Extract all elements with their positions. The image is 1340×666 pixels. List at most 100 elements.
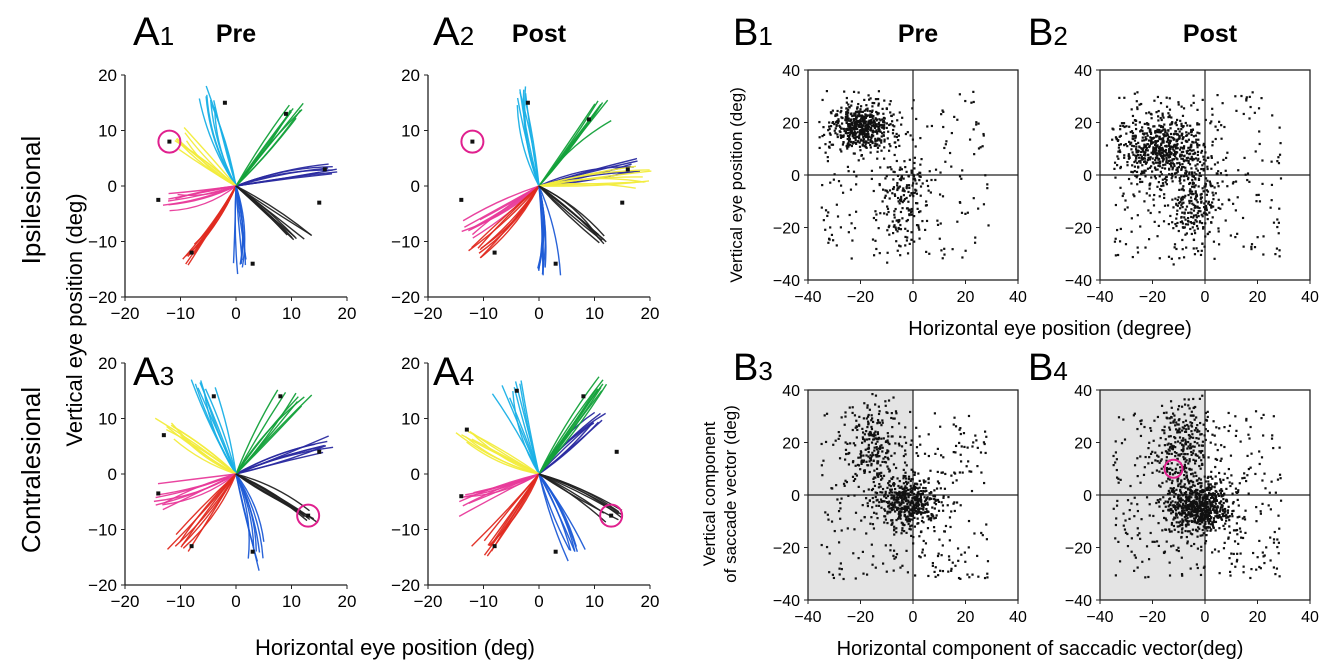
data-point bbox=[1161, 139, 1165, 142]
data-point bbox=[897, 139, 900, 142]
data-point bbox=[827, 211, 830, 214]
data-point bbox=[1157, 150, 1160, 153]
data-point bbox=[872, 433, 876, 436]
data-point bbox=[1136, 149, 1140, 152]
data-point bbox=[946, 504, 949, 507]
data-point bbox=[1166, 492, 1170, 496]
data-point bbox=[914, 574, 917, 577]
data-point bbox=[940, 501, 943, 504]
data-point bbox=[843, 90, 846, 93]
data-point bbox=[887, 210, 890, 214]
data-point bbox=[1197, 526, 1200, 529]
data-point bbox=[934, 503, 938, 506]
data-point bbox=[895, 132, 898, 136]
data-point bbox=[1135, 145, 1138, 148]
data-point bbox=[897, 484, 900, 488]
data-point bbox=[1122, 124, 1125, 128]
target-marker bbox=[189, 544, 194, 549]
data-point bbox=[875, 123, 878, 126]
data-point bbox=[1141, 149, 1144, 152]
data-point bbox=[934, 178, 937, 182]
data-point bbox=[845, 111, 848, 114]
data-point bbox=[1223, 492, 1226, 496]
data-point bbox=[837, 118, 840, 121]
data-point bbox=[1175, 451, 1178, 455]
data-point bbox=[910, 231, 913, 234]
data-point bbox=[1135, 150, 1138, 153]
data-point bbox=[824, 151, 827, 154]
data-point bbox=[1145, 132, 1148, 135]
data-point bbox=[1170, 523, 1173, 526]
data-point bbox=[1159, 436, 1162, 440]
data-point bbox=[1191, 472, 1194, 475]
data-point bbox=[890, 168, 893, 171]
data-point bbox=[857, 140, 860, 143]
data-point bbox=[1193, 502, 1196, 505]
data-point bbox=[1157, 501, 1160, 504]
data-point bbox=[1186, 152, 1189, 155]
data-point bbox=[866, 502, 869, 505]
data-point bbox=[1214, 515, 1217, 518]
data-point bbox=[1164, 131, 1167, 134]
data-point bbox=[972, 128, 975, 131]
data-point bbox=[1130, 550, 1133, 553]
trajectory bbox=[175, 473, 237, 536]
data-point bbox=[869, 430, 872, 434]
data-point bbox=[1130, 130, 1134, 133]
data-point bbox=[879, 445, 882, 448]
data-point bbox=[1115, 517, 1118, 520]
data-point bbox=[1202, 155, 1205, 158]
data-point bbox=[1156, 130, 1159, 133]
data-point bbox=[1173, 246, 1176, 249]
data-point bbox=[1248, 437, 1251, 440]
data-point bbox=[840, 109, 843, 113]
data-point bbox=[859, 122, 863, 126]
data-point bbox=[1140, 419, 1143, 422]
data-point bbox=[906, 218, 909, 222]
data-point bbox=[1194, 471, 1197, 474]
data-point bbox=[911, 510, 914, 513]
data-point bbox=[1187, 508, 1191, 511]
data-point bbox=[916, 454, 920, 457]
data-point bbox=[1193, 429, 1196, 432]
trajectory bbox=[187, 473, 237, 552]
data-point bbox=[1112, 463, 1115, 467]
data-point bbox=[1170, 146, 1174, 149]
data-point bbox=[1184, 518, 1187, 521]
data-point bbox=[1258, 462, 1261, 466]
data-point bbox=[830, 112, 833, 115]
data-point bbox=[922, 479, 925, 482]
data-point bbox=[1123, 154, 1126, 157]
data-point bbox=[897, 200, 900, 203]
data-point bbox=[871, 420, 875, 424]
data-point bbox=[900, 176, 903, 180]
data-point bbox=[902, 468, 905, 471]
data-point bbox=[1245, 417, 1248, 421]
data-point bbox=[1186, 521, 1189, 524]
data-point bbox=[870, 177, 873, 181]
data-point bbox=[1148, 456, 1151, 459]
trajectory bbox=[235, 109, 302, 187]
data-point bbox=[958, 428, 961, 431]
trajectory bbox=[509, 397, 540, 475]
data-point bbox=[1158, 470, 1161, 473]
data-point bbox=[885, 126, 888, 130]
data-point bbox=[913, 240, 916, 243]
data-point bbox=[1195, 167, 1198, 170]
data-point bbox=[1185, 519, 1188, 522]
data-point bbox=[893, 525, 896, 528]
data-point bbox=[1201, 517, 1204, 520]
data-point bbox=[862, 157, 865, 160]
data-point bbox=[1194, 405, 1197, 409]
data-point bbox=[876, 451, 880, 454]
data-point bbox=[1139, 481, 1142, 484]
data-point bbox=[1195, 195, 1198, 198]
target-marker bbox=[464, 427, 469, 432]
data-point bbox=[1224, 522, 1227, 525]
data-point bbox=[1126, 164, 1129, 167]
data-point bbox=[1180, 528, 1184, 531]
data-point bbox=[1169, 146, 1172, 149]
data-point bbox=[867, 413, 870, 417]
data-point bbox=[1165, 416, 1168, 419]
data-point bbox=[1136, 457, 1139, 460]
